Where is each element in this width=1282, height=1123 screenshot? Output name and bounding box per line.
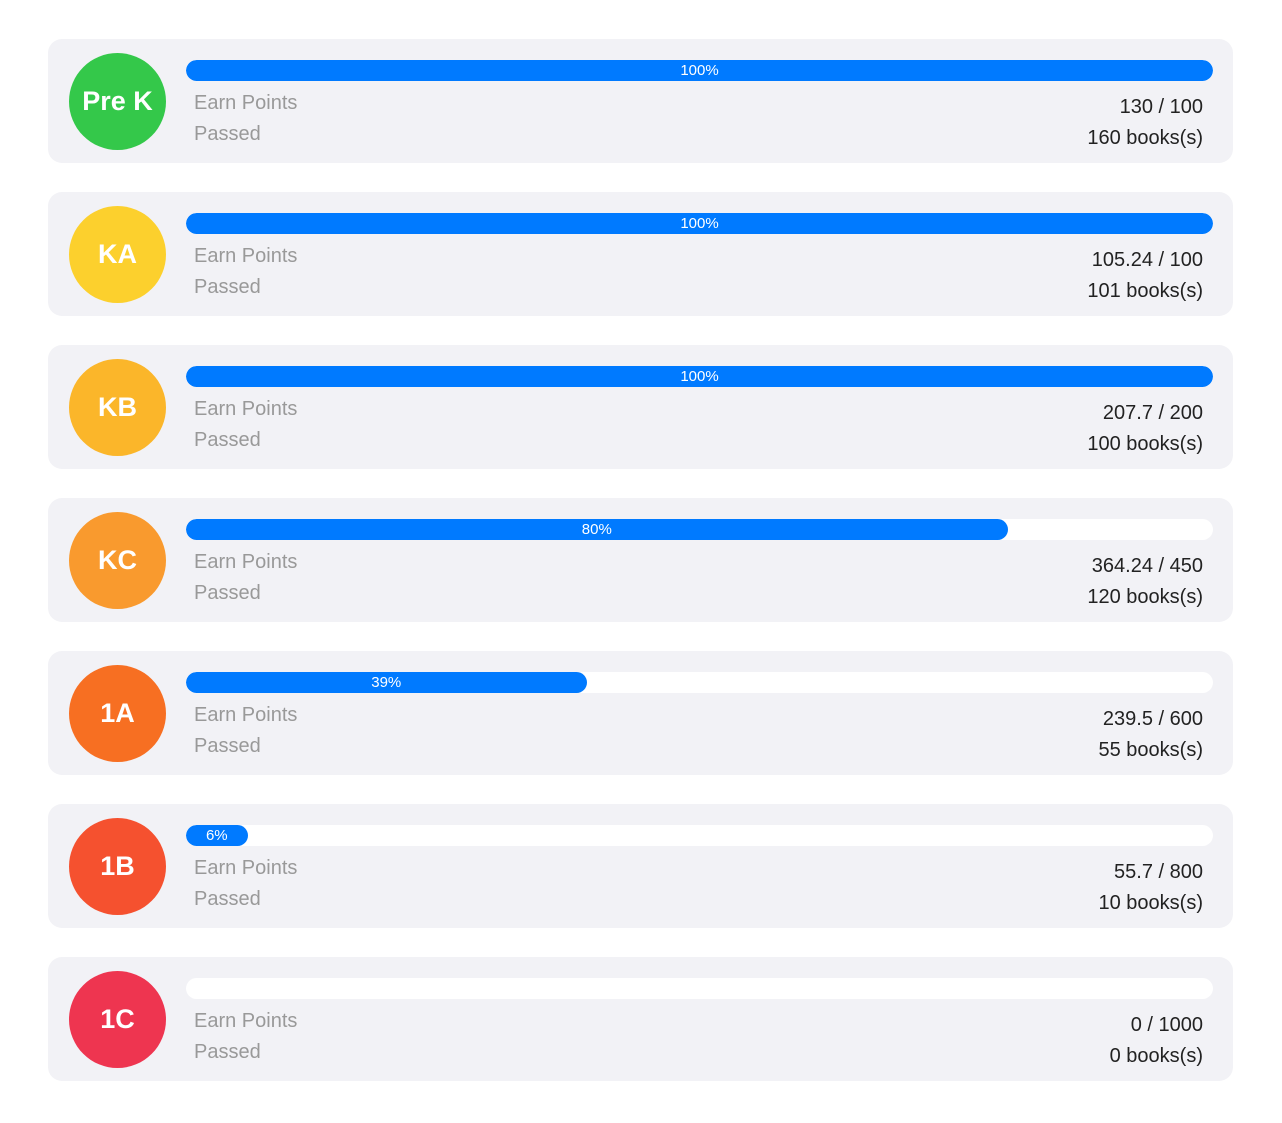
progress-percent: 80% bbox=[581, 521, 612, 538]
progress-bar: 100% bbox=[186, 60, 1213, 81]
books-value: 101 books(s) bbox=[1087, 280, 1203, 302]
books-value: 160 books(s) bbox=[1087, 127, 1203, 149]
progress-bar: 39% bbox=[186, 672, 1213, 693]
level-card[interactable]: KA 100% Earn Points Passed 105.24 / 100 … bbox=[48, 192, 1233, 316]
points-value: 239.5 / 600 bbox=[1102, 708, 1203, 730]
progress-percent: 100% bbox=[680, 62, 719, 79]
progress-bar: 80% bbox=[186, 519, 1213, 540]
points-value: 55.7 / 800 bbox=[1114, 861, 1203, 883]
progress-fill: 100% bbox=[186, 60, 1213, 81]
books-value: 55 books(s) bbox=[1098, 739, 1204, 761]
level-card[interactable]: 1A 39% Earn Points Passed 239.5 / 600 55… bbox=[48, 651, 1233, 775]
earn-points-label: Earn Points bbox=[194, 398, 298, 420]
books-value: 10 books(s) bbox=[1098, 892, 1204, 914]
progress-percent: 100% bbox=[680, 215, 719, 232]
level-card[interactable]: KB 100% Earn Points Passed 207.7 / 200 1… bbox=[48, 345, 1233, 469]
earn-points-label: Earn Points bbox=[194, 245, 298, 267]
books-value: 0 books(s) bbox=[1109, 1045, 1203, 1067]
points-value: 130 / 100 bbox=[1119, 96, 1203, 118]
progress-fill: 6% bbox=[186, 825, 248, 846]
passed-label: Passed bbox=[194, 735, 261, 757]
level-card[interactable]: 1C Earn Points Passed 0 / 1000 0 books(s… bbox=[48, 957, 1233, 1081]
level-badge: 1B bbox=[69, 818, 166, 915]
level-badge: 1A bbox=[69, 665, 166, 762]
passed-label: Passed bbox=[194, 582, 261, 604]
earn-points-label: Earn Points bbox=[194, 704, 298, 726]
earn-points-label: Earn Points bbox=[194, 1010, 298, 1032]
passed-label: Passed bbox=[194, 276, 261, 298]
passed-label: Passed bbox=[194, 429, 261, 451]
points-value: 105.24 / 100 bbox=[1091, 249, 1203, 271]
progress-fill: 39% bbox=[186, 672, 587, 693]
level-card[interactable]: 1B 6% Earn Points Passed 55.7 / 800 10 b… bbox=[48, 804, 1233, 928]
progress-fill: 100% bbox=[186, 213, 1213, 234]
progress-bar: 6% bbox=[186, 825, 1213, 846]
points-value: 364.24 / 450 bbox=[1091, 555, 1203, 577]
progress-bar bbox=[186, 978, 1213, 999]
level-card[interactable]: Pre K 100% Earn Points Passed 130 / 100 … bbox=[48, 39, 1233, 163]
level-badge: 1C bbox=[69, 971, 166, 1068]
level-card[interactable]: KC 80% Earn Points Passed 364.24 / 450 1… bbox=[48, 498, 1233, 622]
progress-percent: 39% bbox=[371, 674, 402, 691]
earn-points-label: Earn Points bbox=[194, 857, 298, 879]
books-value: 120 books(s) bbox=[1087, 586, 1203, 608]
progress-fill: 100% bbox=[186, 366, 1213, 387]
passed-label: Passed bbox=[194, 888, 261, 910]
points-value: 207.7 / 200 bbox=[1102, 402, 1203, 424]
progress-percent: 100% bbox=[680, 368, 719, 385]
passed-label: Passed bbox=[194, 123, 261, 145]
books-value: 100 books(s) bbox=[1087, 433, 1203, 455]
earn-points-label: Earn Points bbox=[194, 92, 298, 114]
progress-bar: 100% bbox=[186, 213, 1213, 234]
progress-percent: 6% bbox=[205, 827, 228, 844]
level-badge: KA bbox=[69, 206, 166, 303]
level-badge: KC bbox=[69, 512, 166, 609]
level-badge: Pre K bbox=[69, 53, 166, 150]
progress-bar: 100% bbox=[186, 366, 1213, 387]
passed-label: Passed bbox=[194, 1041, 261, 1063]
earn-points-label: Earn Points bbox=[194, 551, 298, 573]
progress-fill: 80% bbox=[186, 519, 1008, 540]
level-badge: KB bbox=[69, 359, 166, 456]
points-value: 0 / 1000 bbox=[1130, 1014, 1203, 1036]
